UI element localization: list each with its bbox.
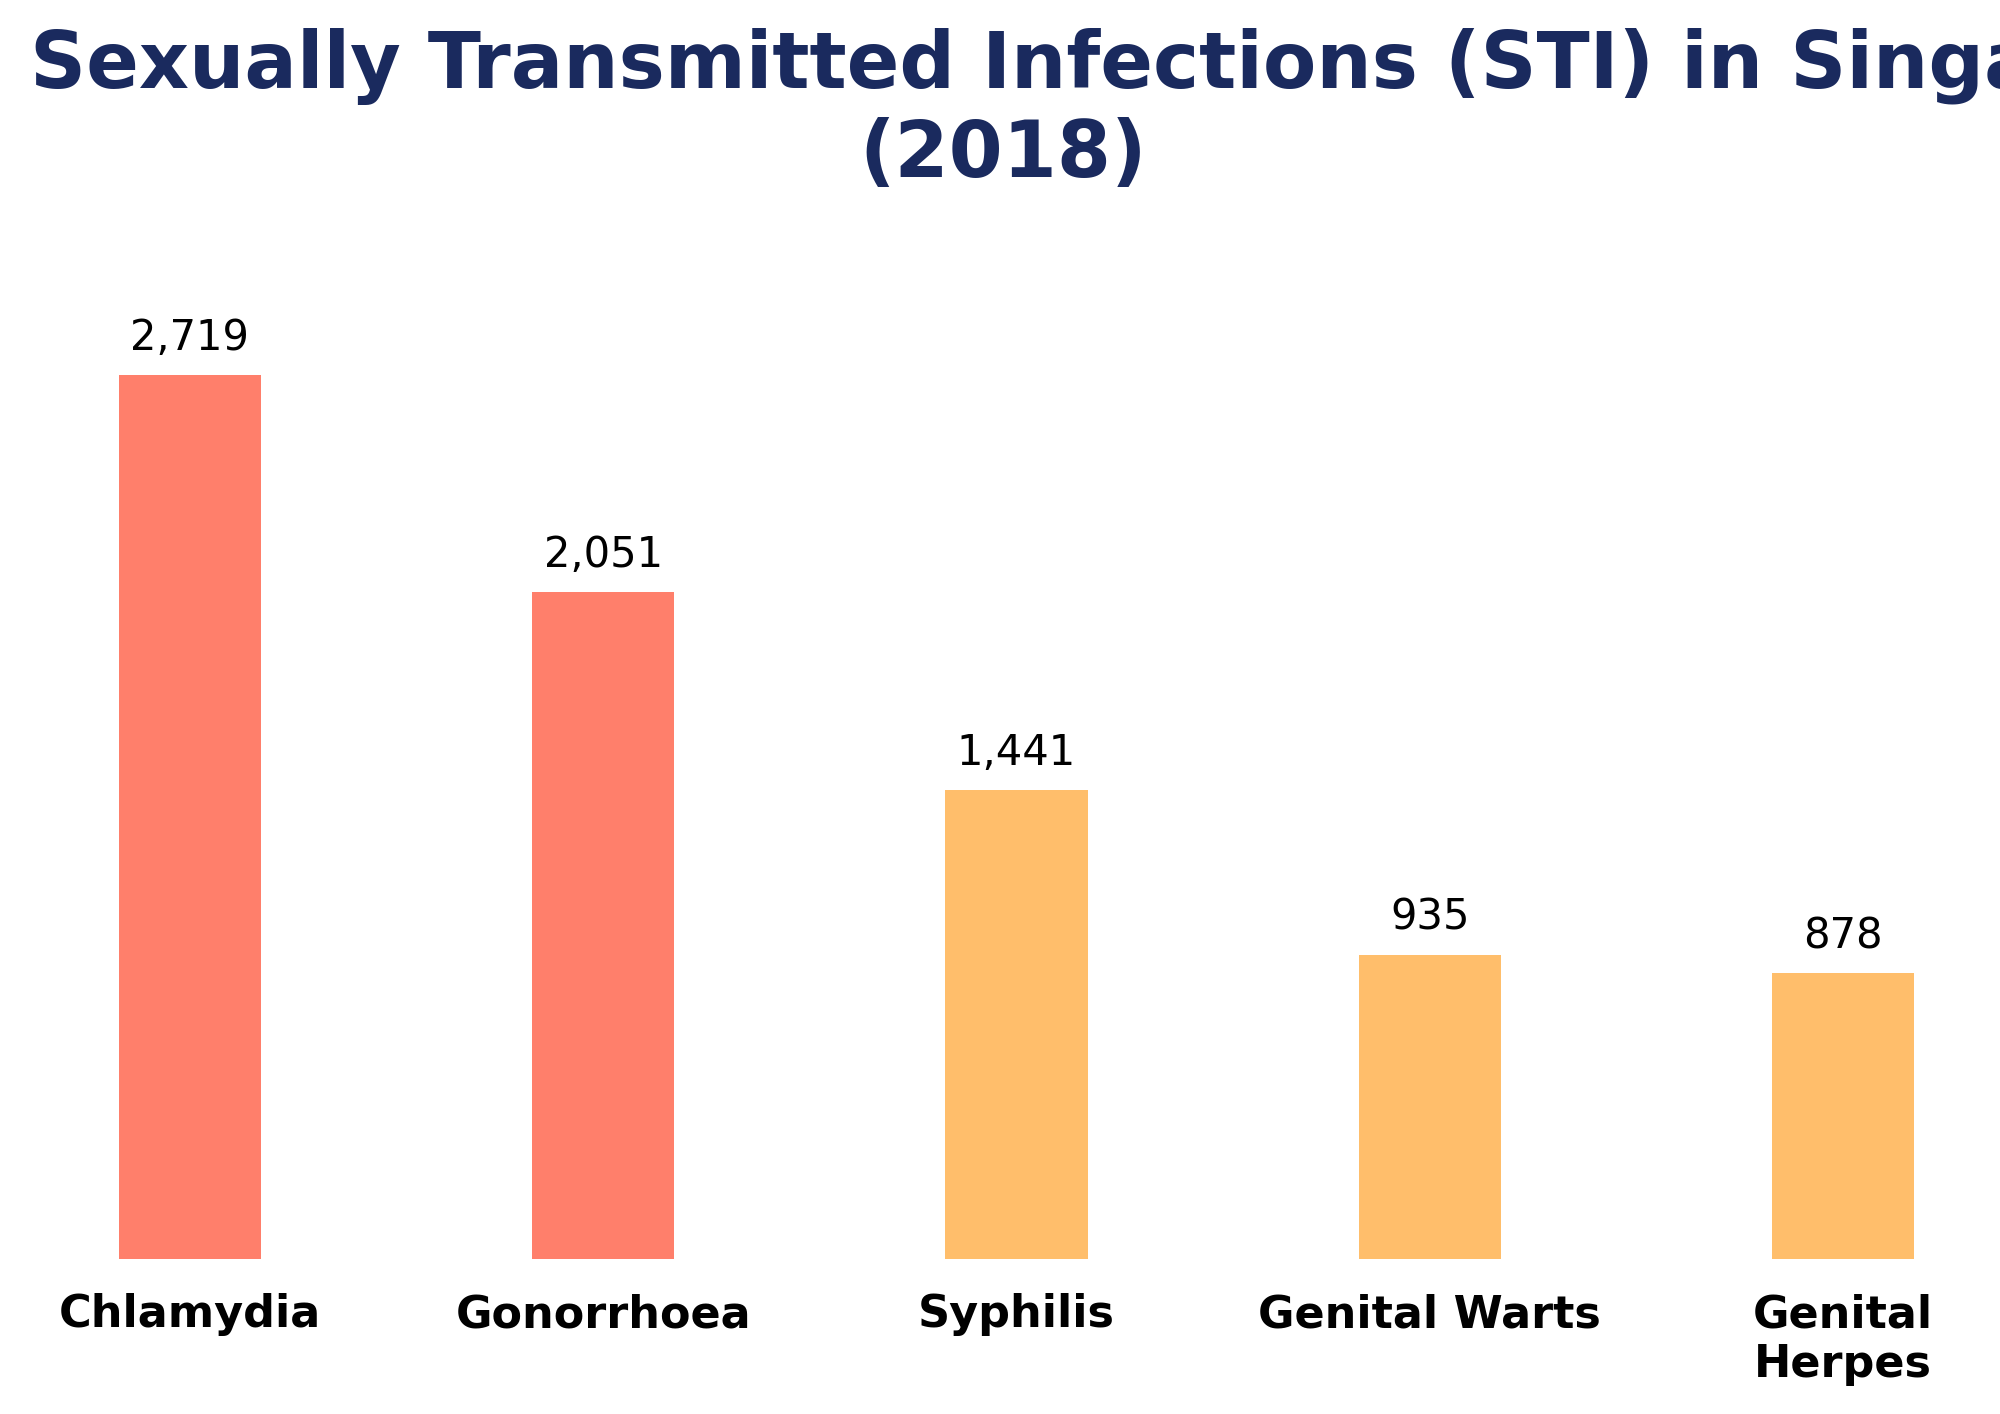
Bar [532, 592, 674, 1258]
Bar [1772, 973, 1914, 1258]
Text: 878: 878 [1804, 915, 1882, 957]
Text: 935: 935 [1390, 896, 1470, 939]
Bar [946, 790, 1088, 1258]
Text: 1,441: 1,441 [956, 732, 1076, 773]
Bar [1358, 954, 1500, 1258]
Text: 2,051: 2,051 [544, 533, 662, 575]
Bar [118, 375, 260, 1258]
Text: 2,719: 2,719 [130, 317, 250, 359]
Title: Top 5 Sexually Transmitted Infections (STI) in Singapore
(2018): Top 5 Sexually Transmitted Infections (S… [0, 28, 2000, 192]
